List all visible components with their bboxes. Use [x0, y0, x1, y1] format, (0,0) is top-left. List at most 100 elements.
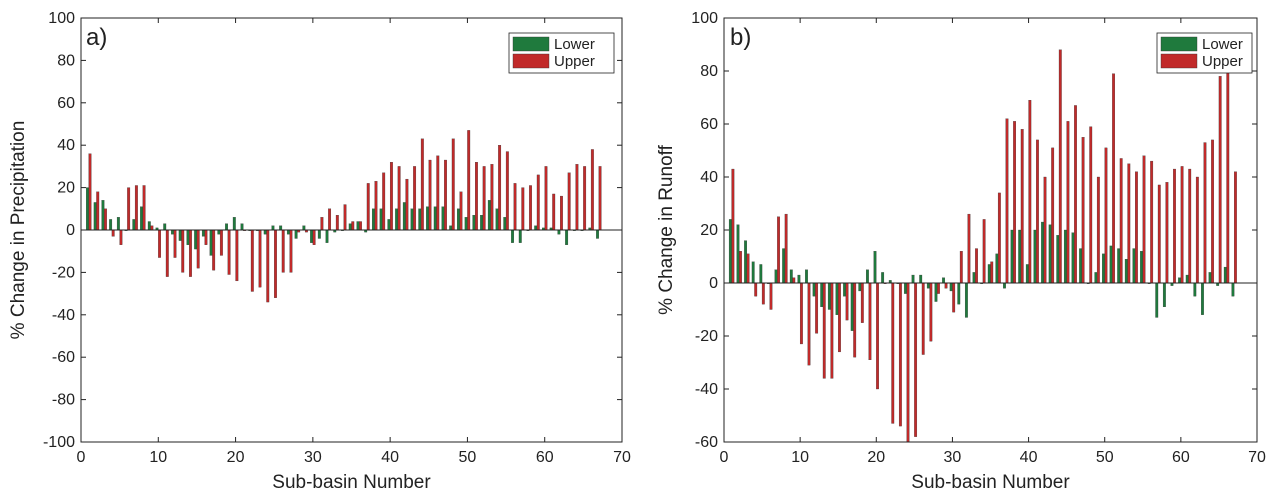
bar-upper-2 [739, 251, 742, 284]
bar-lower-40 [1025, 264, 1029, 284]
bar-lower-67 [1231, 282, 1235, 297]
bar-lower-49 [1094, 272, 1098, 284]
bar-upper-18 [219, 229, 223, 256]
x-tick-label: 0 [77, 449, 86, 466]
bar-lower-15 [194, 229, 198, 250]
bar-lower-62 [557, 229, 561, 235]
bar-lower-39 [1018, 229, 1022, 284]
chart-panel-1: 0 10 20 30 40 50 60 70 -100 -80 -60 -40 -20 0 20 40 60 80… [8, 10, 631, 493]
y-tick-label: -20 [52, 264, 75, 281]
bar-upper-64 [1211, 139, 1214, 284]
bar-lower-62 [1193, 282, 1197, 297]
bar-upper-25 [274, 229, 277, 298]
y-tick-label: 20 [700, 222, 718, 239]
y-tick-label: 100 [691, 10, 718, 27]
y-tick-label: -40 [52, 307, 75, 324]
chart-panel-2: 0 10 20 30 40 50 60 70 -60 -40 -20 0 20 40 60 80 100 Sub-… [656, 10, 1266, 493]
bar-upper-59 [536, 174, 540, 231]
bar-upper-45 [428, 159, 432, 231]
bar-upper-41 [1036, 139, 1039, 284]
bar-lower-40 [387, 219, 391, 231]
bar-upper-14 [830, 282, 834, 379]
bar-upper-54 [498, 145, 502, 231]
bar-upper-45 [1066, 121, 1070, 284]
bar-upper-40 [1028, 100, 1032, 284]
bar-upper-38 [374, 181, 378, 231]
y-tick-label: 80 [57, 52, 75, 69]
bar-lower-51 [1109, 245, 1113, 284]
bar-lower-21 [240, 223, 244, 231]
bar-upper-39 [1020, 129, 1024, 284]
bar-upper-20 [235, 229, 239, 282]
bar-upper-12 [815, 282, 819, 334]
bar-upper-24 [906, 282, 910, 443]
bar-lower-42 [1041, 221, 1044, 284]
bar-upper-52 [482, 166, 486, 231]
bar-lower-44 [418, 208, 422, 231]
bar-upper-26 [921, 282, 925, 355]
bar-lower-16 [201, 229, 205, 237]
bar-lower-7 [774, 269, 778, 284]
bar-lower-25 [911, 274, 915, 284]
bar-upper-19 [227, 229, 231, 275]
bar-lower-36 [356, 221, 360, 231]
bar-upper-27 [289, 229, 293, 273]
y-tick-label: -40 [695, 381, 718, 398]
bar-upper-58 [1165, 182, 1169, 284]
bar-upper-43 [1051, 147, 1055, 284]
bar-upper-54 [1135, 171, 1138, 284]
x-tick-label: 20 [867, 449, 885, 466]
bar-lower-49 [456, 208, 460, 231]
bar-upper-67 [598, 166, 602, 231]
bar-upper-34 [343, 204, 347, 231]
bar-upper-52 [1119, 158, 1123, 284]
bar-lower-10 [797, 274, 801, 284]
panel-label: b) [730, 24, 751, 51]
bar-upper-49 [1096, 176, 1100, 284]
bar-lower-63 [1201, 282, 1204, 315]
bar-upper-11 [807, 282, 811, 366]
x-tick-label: 10 [791, 449, 809, 466]
bar-lower-20 [873, 251, 877, 284]
bar-lower-2 [736, 224, 740, 284]
bar-lower-4 [109, 219, 113, 231]
bar-lower-45 [1063, 229, 1067, 284]
bar-upper-44 [420, 138, 424, 231]
bar-lower-41 [395, 208, 399, 231]
bar-lower-41 [1033, 229, 1037, 284]
bar-lower-13 [820, 282, 824, 308]
bar-lower-31 [957, 282, 961, 305]
bar-lower-46 [433, 206, 437, 231]
bar-upper-48 [1089, 126, 1093, 284]
bar-upper-27 [929, 282, 933, 342]
bar-lower-17 [209, 229, 213, 256]
bar-lower-11 [805, 269, 808, 284]
bar-upper-24 [266, 229, 270, 303]
bar-lower-35 [987, 264, 991, 284]
bar-upper-33 [335, 215, 339, 231]
bar-lower-33 [972, 272, 976, 284]
bar-upper-5 [119, 229, 123, 245]
y-tick-label: 60 [700, 116, 718, 133]
bar-upper-22 [891, 282, 895, 424]
bar-upper-55 [505, 151, 509, 231]
bar-upper-37 [366, 183, 370, 231]
y-tick-label: 80 [700, 63, 718, 80]
bar-lower-42 [402, 202, 406, 231]
bar-lower-38 [1010, 229, 1014, 284]
bar-upper-2 [96, 191, 100, 231]
y-tick-label: 60 [57, 95, 75, 112]
y-tick-label: -100 [43, 434, 75, 451]
x-tick-label: 50 [459, 449, 477, 466]
bar-lower-46 [1071, 232, 1075, 284]
legend-label-upper: Upper [1202, 53, 1243, 70]
bar-upper-10 [799, 282, 803, 345]
bar-upper-4 [111, 229, 115, 237]
bar-upper-44 [1058, 49, 1062, 284]
bar-upper-14 [189, 229, 192, 277]
bar-lower-20 [232, 217, 236, 231]
bar-lower-66 [1223, 266, 1227, 284]
bar-upper-13 [822, 282, 826, 379]
bar-lower-17 [850, 282, 854, 331]
